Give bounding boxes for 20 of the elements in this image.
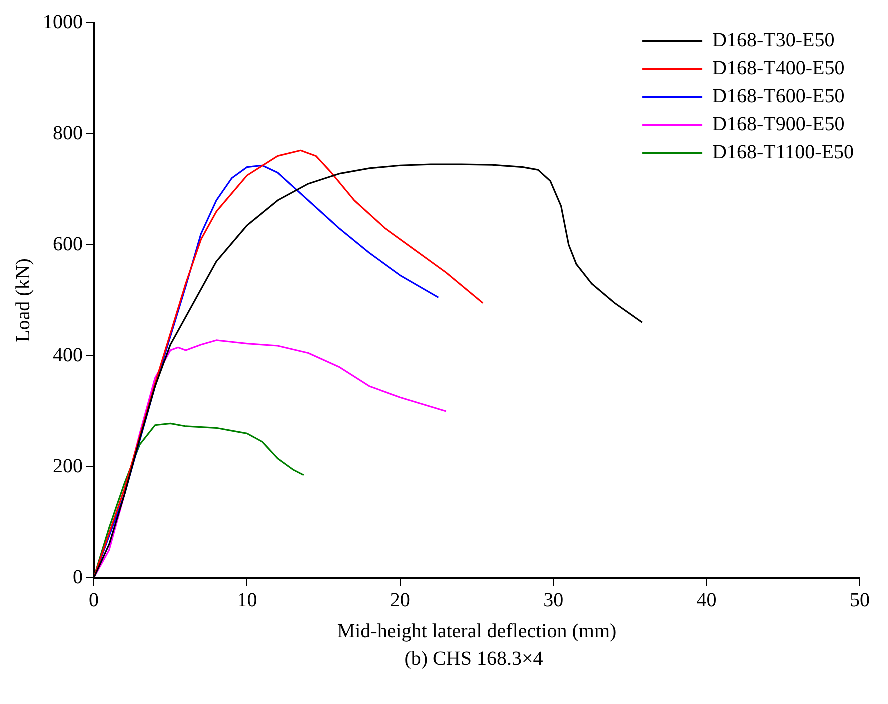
y-tick-label: 1000 [43, 11, 83, 34]
x-tick-label: 0 [89, 589, 99, 612]
x-tick-label: 20 [390, 589, 410, 612]
y-tick-label: 0 [73, 566, 83, 588]
x-tick-label: 40 [696, 589, 717, 612]
x-tick-label: 50 [850, 589, 870, 612]
x-tick-label: 30 [544, 589, 564, 612]
y-tick-label: 200 [53, 455, 83, 478]
legend-label: D168-T1100-E50 [712, 141, 854, 164]
x-axis-title: Mid-height lateral deflection (mm) [337, 620, 617, 642]
legend-label: D168-T30-E50 [712, 29, 835, 52]
y-tick-label: 400 [53, 344, 83, 366]
legend-label: D168-T600-E50 [712, 85, 845, 108]
x-tick-label: 10 [237, 589, 258, 612]
legend-label: D168-T900-E50 [712, 113, 845, 136]
y-tick-label: 600 [53, 233, 83, 256]
text: (b) CHS 168.3×4 [404, 648, 544, 671]
y-tick-label: 800 [53, 122, 83, 144]
y-axis-title: Load (kN) [12, 258, 34, 342]
legend-label: D168-T400-E50 [712, 57, 845, 80]
